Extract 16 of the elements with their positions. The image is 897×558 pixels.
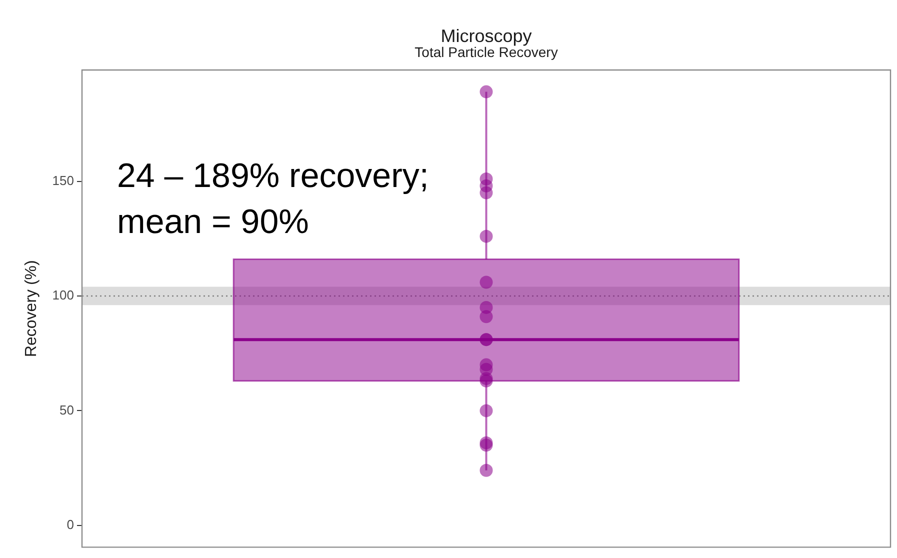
point (480, 464, 493, 477)
point (480, 85, 493, 98)
annotation: 24 – 189% recovery; (117, 157, 429, 195)
point (480, 230, 493, 243)
chart-title: Microscopy (440, 26, 532, 46)
y-axis-title: Recovery (%) (23, 260, 40, 358)
point (480, 404, 493, 418)
y-tick-label: 100 (52, 288, 74, 303)
y-tick-label: 150 (52, 172, 74, 188)
y-tick-label: 0 (66, 516, 74, 532)
point (480, 438, 493, 452)
y-tick-label: 50 (60, 402, 74, 418)
point (480, 310, 493, 324)
point (480, 186, 493, 200)
point (480, 276, 493, 289)
annotation: mean = 90% (117, 203, 309, 241)
